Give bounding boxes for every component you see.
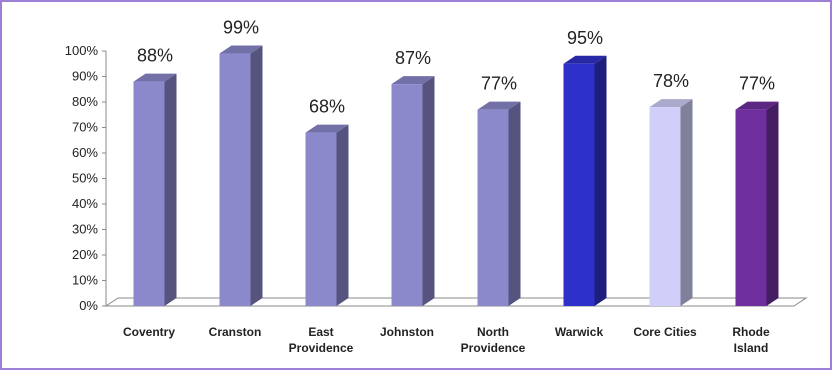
- bar-top: [477, 101, 521, 110]
- bar-top: [219, 45, 263, 54]
- y-tick-label: 30%: [72, 222, 98, 237]
- x-tick-label: Core Cities: [633, 325, 697, 339]
- data-label: 77%: [739, 74, 775, 94]
- data-label: 87%: [395, 48, 431, 68]
- x-tick-label: Johnston: [380, 325, 434, 339]
- bar: [133, 81, 165, 306]
- bar: [477, 109, 509, 307]
- data-label: 88%: [137, 46, 173, 66]
- y-tick-label: 10%: [72, 273, 98, 288]
- x-tick-label: Rhode Island: [732, 325, 770, 355]
- bar-side: [680, 99, 693, 306]
- bar-side: [508, 101, 521, 307]
- data-label: 77%: [481, 74, 517, 94]
- bar: [735, 109, 767, 307]
- bar-top: [563, 55, 607, 64]
- x-tick-label: North Providence: [461, 325, 526, 355]
- chart-floor: [104, 297, 808, 307]
- x-tick-label: Coventry: [123, 325, 175, 339]
- bar-side: [336, 124, 349, 306]
- y-tick-label: 0%: [79, 298, 98, 313]
- bar-top: [305, 124, 349, 133]
- x-tick-label: Warwick: [555, 325, 604, 339]
- data-label: 99%: [223, 18, 259, 38]
- data-label: 95%: [567, 28, 603, 48]
- x-tick-label: East Providence: [289, 325, 354, 355]
- y-tick-label: 60%: [72, 145, 98, 160]
- bar-side: [164, 73, 177, 306]
- y-tick-label: 40%: [72, 196, 98, 211]
- bar-top: [133, 73, 177, 82]
- data-label: 68%: [309, 97, 345, 117]
- y-tick-label: 80%: [72, 94, 98, 109]
- bar: [649, 107, 681, 306]
- bar-side: [250, 45, 263, 307]
- bar-top: [649, 99, 693, 108]
- bar-side: [594, 55, 607, 306]
- bar-top: [391, 76, 435, 85]
- y-tick-label: 50%: [72, 171, 98, 186]
- bar: [563, 63, 595, 306]
- bar-top: [735, 101, 779, 110]
- bar-side: [422, 76, 435, 307]
- y-tick-label: 90%: [72, 69, 98, 84]
- bar: [305, 132, 337, 306]
- y-tick-label: 70%: [72, 120, 98, 135]
- data-label: 78%: [653, 71, 689, 91]
- bar-side: [766, 101, 779, 307]
- y-tick-label: 20%: [72, 247, 98, 262]
- bar: [391, 84, 423, 307]
- bar: [219, 53, 251, 306]
- x-tick-label: Cranston: [209, 325, 262, 339]
- y-tick-label: 100%: [65, 43, 99, 58]
